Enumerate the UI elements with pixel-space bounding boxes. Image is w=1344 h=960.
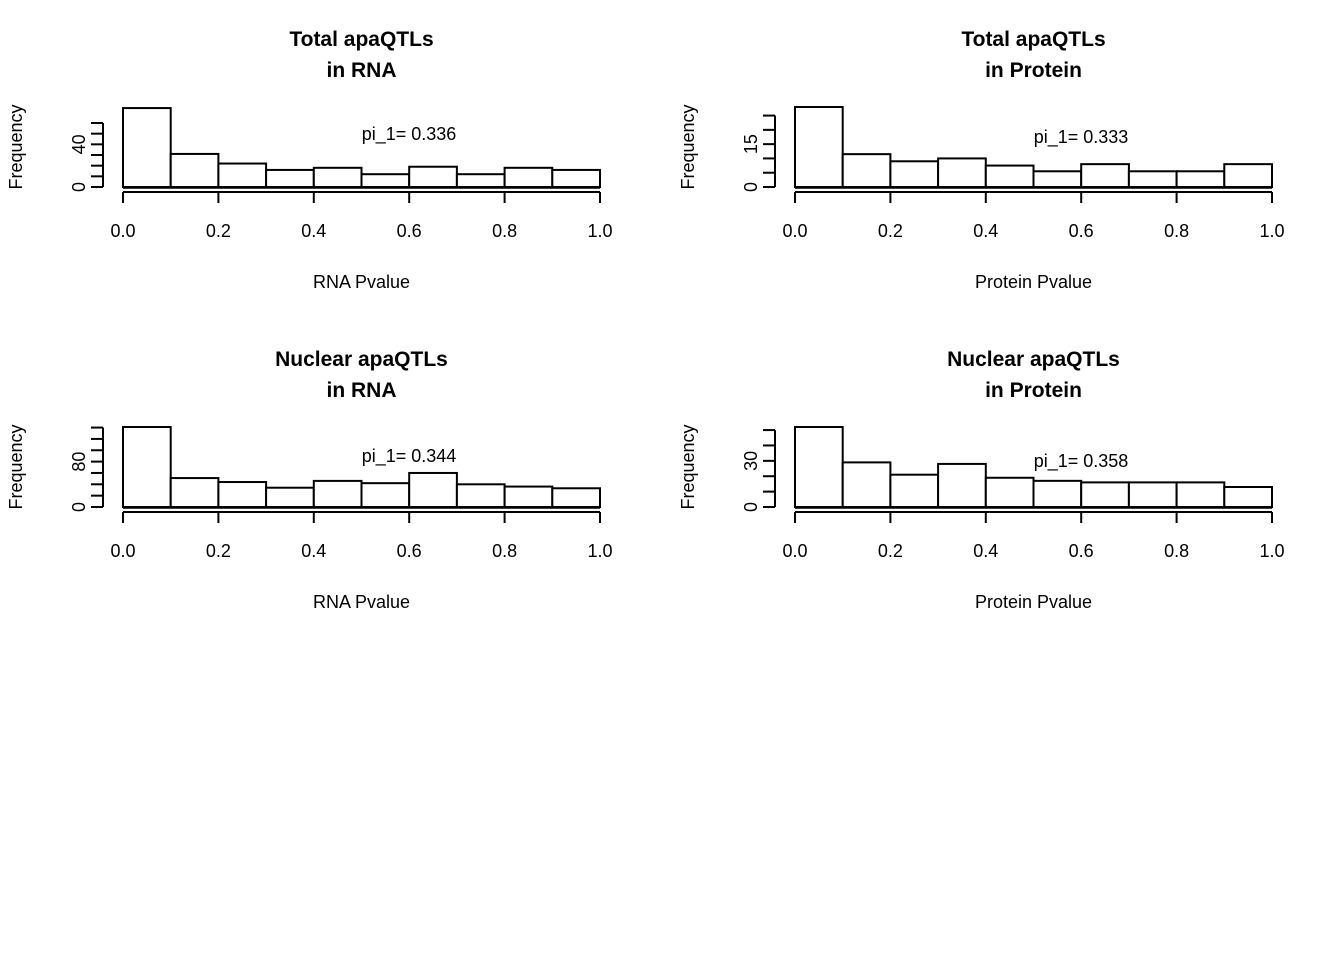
chart-title-line: Total apaQTLs (961, 28, 1105, 51)
x-tick-label: 0.2 (878, 221, 903, 241)
x-tick-label: 1.0 (587, 221, 612, 241)
chart-title-line: in Protein (985, 59, 1082, 82)
y-tick-label: 0 (69, 182, 89, 192)
x-axis-label: Protein Pvalue (975, 592, 1092, 612)
histogram-bar (455, 173, 506, 188)
histogram-bar (408, 471, 458, 509)
y-tick-label: 30 (741, 451, 761, 471)
histogram-bar (984, 164, 1035, 188)
histogram-bar (1032, 170, 1083, 189)
x-tick-label: 0.4 (973, 541, 998, 561)
x-tick-label: 0.6 (397, 541, 422, 561)
histogram-bar (1127, 481, 1178, 508)
histogram-bar (312, 166, 363, 189)
pi1-annotation: pi_1= 0.333 (1034, 127, 1129, 148)
histogram-bar (122, 107, 172, 188)
histogram-bar (360, 482, 411, 509)
histogram-bar (1080, 481, 1130, 508)
histogram-bar (408, 165, 458, 189)
y-tick-label: 40 (69, 134, 89, 154)
histogram-bar (551, 168, 601, 188)
histogram-bar (217, 481, 268, 508)
x-axis-label: RNA Pvalue (313, 272, 410, 292)
histogram-panel-2: Total apaQTLs in Protein 0.0 0.2 0.4 0.6 0.8 1.… (678, 28, 1285, 292)
y-tick-label: 15 (741, 134, 761, 154)
histogram-bar (1080, 163, 1130, 188)
chart-title-line: Nuclear apaQTLs (947, 348, 1120, 371)
y-axis-label: Frequency (6, 424, 26, 509)
histogram-bar (265, 168, 315, 188)
histogram-bar (265, 486, 315, 509)
x-tick-label: 0.6 (1069, 221, 1094, 241)
histogram-bar (122, 426, 172, 508)
histogram-bar (217, 162, 268, 189)
y-tick-label: 0 (741, 502, 761, 512)
histogram-bar (169, 477, 220, 509)
x-tick-label: 0.4 (973, 221, 998, 241)
histogram-bar (551, 487, 601, 508)
histogram-bar (841, 461, 892, 508)
histogram-bar (1127, 170, 1178, 189)
histogram-bar (794, 106, 844, 188)
histogram-panel-3: Nuclear apaQTLs in RNA 0.0 0.2 0.4 0.6 0.8 1.0 0… (6, 348, 613, 612)
histogram-bar (169, 152, 220, 188)
x-axis-label: Protein Pvalue (975, 272, 1092, 292)
x-tick-label: 0.0 (782, 221, 807, 241)
x-tick-label: 0.6 (1069, 541, 1094, 561)
pi1-annotation: pi_1= 0.344 (362, 446, 457, 467)
x-tick-label: 0.4 (301, 541, 326, 561)
x-tick-label: 0.0 (110, 221, 135, 241)
histogram-bar (312, 479, 363, 508)
y-tick-label: 0 (741, 182, 761, 192)
pi1-annotation: pi_1= 0.336 (362, 124, 457, 145)
x-tick-label: 1.0 (1259, 541, 1284, 561)
pi1-annotation: pi_1= 0.358 (1034, 451, 1129, 472)
x-tick-label: 0.8 (1164, 541, 1189, 561)
chart-title-line: in RNA (327, 379, 397, 402)
y-axis-label: Frequency (6, 104, 26, 189)
chart-title-line: in Protein (985, 379, 1082, 402)
histogram-bar (1175, 481, 1226, 508)
y-tick-label: 80 (69, 452, 89, 472)
histogram-bar (841, 153, 892, 188)
histogram-bar (503, 166, 554, 189)
histogram-bar (1175, 170, 1226, 189)
y-tick-label: 0 (69, 502, 89, 512)
x-tick-label: 0.0 (782, 541, 807, 561)
x-tick-label: 0.0 (110, 541, 135, 561)
histogram-bar (984, 476, 1035, 508)
histogram-panel-1: Total apaQTLs in RNA 0.0 0.2 0.4 0.6 0.8 1.0 0 40… (6, 28, 613, 292)
histogram-bar (360, 173, 411, 188)
histogram-bar (937, 157, 987, 189)
histogram-bar (937, 462, 987, 508)
x-tick-label: 0.6 (397, 221, 422, 241)
x-tick-label: 0.8 (492, 221, 517, 241)
x-tick-label: 0.8 (492, 541, 517, 561)
x-tick-label: 0.2 (878, 541, 903, 561)
x-tick-label: 0.2 (206, 221, 231, 241)
histogram-bar (1223, 486, 1274, 508)
x-tick-label: 0.2 (206, 541, 231, 561)
histogram-bar (503, 485, 554, 508)
histogram-bar (794, 426, 844, 508)
histogram-panel-4: Nuclear apaQTLs in Protein 0.0 0.2 0.4 0.6 0.8… (678, 348, 1285, 612)
x-tick-label: 1.0 (587, 541, 612, 561)
x-tick-label: 0.4 (301, 221, 326, 241)
chart-title-line: Nuclear apaQTLs (275, 348, 448, 371)
chart-title-line: in RNA (327, 59, 397, 82)
histogram-bar (889, 160, 940, 189)
x-tick-label: 0.8 (1164, 221, 1189, 241)
histogram-bar (1032, 479, 1083, 509)
histogram-bar (455, 483, 506, 508)
histogram-bar (889, 473, 940, 509)
y-axis-label: Frequency (678, 104, 698, 189)
chart-title-line: Total apaQTLs (289, 28, 433, 51)
histogram-bar (1223, 163, 1274, 188)
y-axis-label: Frequency (678, 424, 698, 509)
x-tick-label: 1.0 (1259, 221, 1284, 241)
x-axis-label: RNA Pvalue (313, 592, 410, 612)
